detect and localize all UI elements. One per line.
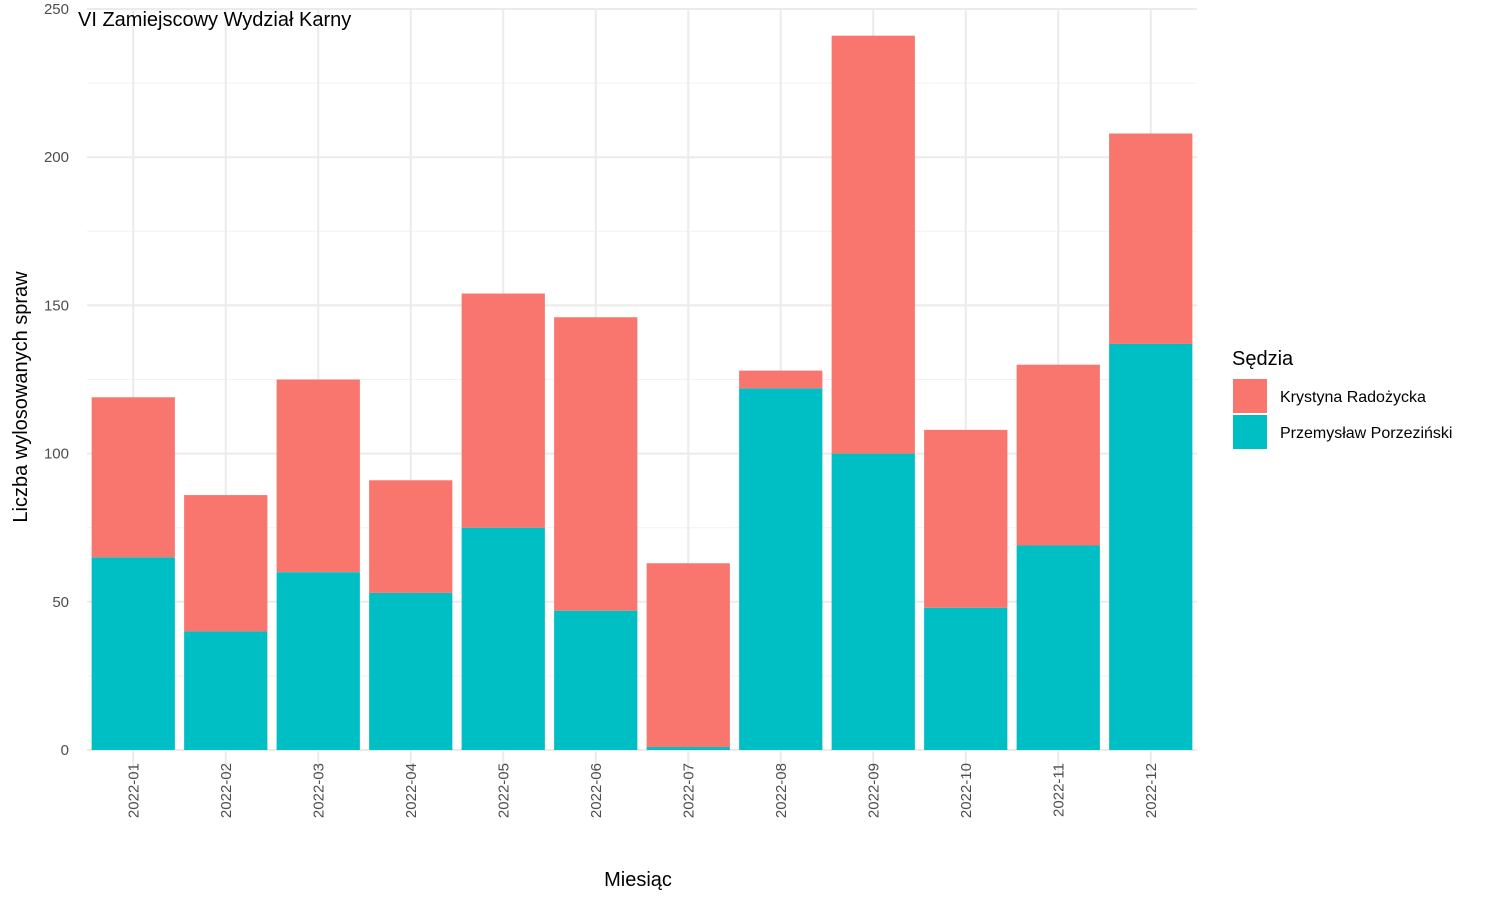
legend-title: Sędzia: [1232, 348, 1294, 370]
bar-2022-04-przemysław: [369, 592, 453, 750]
bar-2022-01-przemysław: [91, 557, 175, 750]
x-tick-label: 2022-03: [310, 763, 327, 818]
y-tick-label: 100: [44, 446, 69, 463]
x-tick-label: 2022-01: [125, 763, 142, 818]
bar-2022-02-krystyna: [184, 495, 268, 632]
bar-2022-05-przemysław: [461, 527, 545, 750]
bar-2022-09-przemysław: [831, 453, 915, 750]
bar-2022-04-krystyna: [369, 480, 453, 593]
bar-2022-11-przemysław: [1016, 545, 1100, 750]
x-tick-label: 2022-07: [680, 763, 697, 818]
bar-2022-02-przemysław: [184, 631, 268, 750]
y-tick-label: 150: [44, 297, 69, 314]
x-tick-label: 2022-11: [1050, 763, 1067, 817]
y-tick-label: 250: [44, 1, 69, 18]
bar-2022-06-krystyna: [554, 317, 638, 611]
bar-2022-10-przemysław: [924, 607, 1008, 750]
bar-2022-12-przemysław: [1109, 343, 1193, 750]
bar-2022-08-krystyna: [739, 370, 823, 389]
legend-label-krystyna: Krystyna Radożycka: [1280, 389, 1426, 406]
x-tick-label: 2022-06: [588, 763, 605, 818]
chart-title: VI Zamiejscowy Wydział Karny: [78, 9, 351, 31]
legend-swatch-przemyslaw: [1233, 415, 1267, 449]
bar-2022-11-krystyna: [1016, 364, 1100, 546]
bar-2022-01-krystyna: [91, 397, 175, 558]
bar-2022-06-przemysław: [554, 610, 638, 750]
legend: Sędzia Krystyna Radożycka Przemysław Por…: [1232, 348, 1452, 449]
x-tick-label: 2022-10: [958, 763, 975, 818]
x-tick-label: 2022-12: [1143, 763, 1160, 818]
x-axis-title: Miesiąc: [604, 869, 672, 891]
bar-2022-03-przemysław: [276, 572, 360, 750]
y-tick-label: 0: [61, 742, 69, 759]
bar-2022-05-krystyna: [461, 293, 545, 528]
bars: [91, 35, 1193, 750]
x-axis-ticks: 2022-01 2022-02 2022-03 2022-04 2022-05 2022-…: [125, 763, 1160, 818]
x-tick-label: 2022-02: [218, 763, 235, 818]
bar-2022-07-krystyna: [646, 563, 730, 748]
x-tick-label: 2022-08: [773, 763, 790, 818]
bar-2022-12-krystyna: [1109, 133, 1193, 344]
y-tick-label: 200: [44, 149, 69, 166]
bar-2022-03-krystyna: [276, 379, 360, 573]
y-axis-ticks: 0 50 100 150 200 250: [44, 1, 69, 759]
bar-2022-10-krystyna: [924, 429, 1008, 608]
legend-label-przemyslaw: Przemysław Porzeziński: [1280, 425, 1452, 442]
legend-swatch-krystyna: [1233, 379, 1267, 413]
bar-2022-08-przemysław: [739, 388, 823, 750]
x-tick-label: 2022-05: [495, 763, 512, 818]
y-tick-label: 50: [52, 594, 69, 611]
bar-2022-09-krystyna: [831, 35, 915, 454]
bar-2022-07-przemysław: [646, 747, 730, 750]
y-axis-title: Liczba wylosowanych spraw: [10, 271, 32, 523]
x-tick-label: 2022-09: [865, 763, 882, 818]
x-tick-label: 2022-04: [403, 763, 420, 818]
